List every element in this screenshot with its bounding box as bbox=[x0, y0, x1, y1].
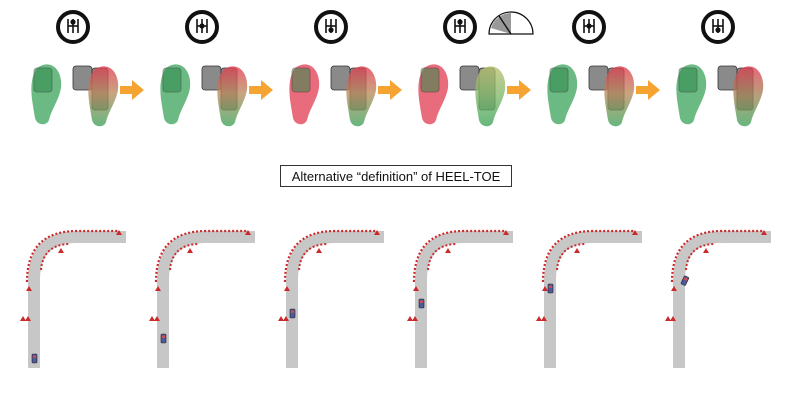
cone-icon bbox=[25, 316, 31, 321]
gear-shifter-icon bbox=[572, 10, 606, 44]
clutch-pedal bbox=[549, 67, 569, 93]
caption-box: Alternative “definition” of HEEL-TOE bbox=[280, 165, 512, 187]
pedal-frame bbox=[289, 10, 402, 127]
clutch-pedal bbox=[291, 67, 311, 93]
curb-inner bbox=[427, 243, 457, 271]
cone-icon bbox=[503, 230, 509, 235]
track-diagram bbox=[407, 229, 513, 368]
cone-icon bbox=[149, 316, 155, 321]
cone-icon bbox=[155, 286, 161, 291]
pedal-frame bbox=[418, 10, 534, 127]
clutch-pedal bbox=[678, 67, 698, 93]
gear-shifter-icon bbox=[701, 10, 735, 44]
cone-icon bbox=[445, 248, 451, 253]
track-road bbox=[28, 231, 126, 368]
track-diagram bbox=[20, 229, 126, 368]
curb-outer bbox=[25, 229, 119, 283]
curb-inner bbox=[169, 243, 199, 271]
track-diagram bbox=[149, 229, 255, 368]
car-icon bbox=[547, 283, 554, 294]
car-icon bbox=[289, 308, 296, 319]
caption-text: Alternative “definition” of HEEL-TOE bbox=[291, 168, 501, 184]
right-foot bbox=[604, 66, 635, 127]
curb-inner bbox=[685, 243, 715, 271]
right-foot bbox=[88, 66, 119, 127]
cone-icon bbox=[284, 286, 290, 291]
right-foot bbox=[733, 66, 764, 127]
track-road bbox=[157, 231, 255, 368]
clutch-pedal bbox=[420, 67, 440, 93]
curb-inner bbox=[556, 243, 586, 271]
track-road bbox=[415, 231, 513, 368]
gear-shifter-icon bbox=[56, 10, 90, 44]
track-diagram bbox=[536, 229, 642, 368]
pedal-frame bbox=[31, 10, 144, 127]
curb-inner bbox=[298, 243, 328, 271]
cone-icon bbox=[665, 316, 671, 321]
pedal-frame bbox=[160, 10, 273, 127]
cone-icon bbox=[413, 286, 419, 291]
track-road bbox=[673, 231, 771, 368]
arrow-right-icon bbox=[507, 80, 531, 100]
right-foot bbox=[217, 66, 248, 127]
arrow-right-icon bbox=[249, 80, 273, 100]
cone-icon bbox=[374, 230, 380, 235]
pedal-frame bbox=[547, 10, 660, 127]
pedal-frame bbox=[676, 10, 764, 127]
clutch-pedal bbox=[33, 67, 53, 93]
car-icon bbox=[418, 298, 425, 309]
curb-outer bbox=[154, 229, 248, 283]
cone-icon bbox=[407, 316, 413, 321]
cone-icon bbox=[20, 316, 26, 321]
curb-inner bbox=[40, 243, 70, 271]
car-icon bbox=[160, 333, 167, 344]
cone-icon bbox=[542, 286, 548, 291]
curb-outer bbox=[412, 229, 506, 283]
cone-icon bbox=[574, 248, 580, 253]
cone-icon bbox=[278, 316, 284, 321]
cone-icon bbox=[187, 248, 193, 253]
cone-icon bbox=[632, 230, 638, 235]
cone-icon bbox=[58, 248, 64, 253]
arrow-right-icon bbox=[378, 80, 402, 100]
gear-shifter-icon bbox=[443, 10, 477, 44]
track-road bbox=[286, 231, 384, 368]
cone-icon bbox=[670, 316, 676, 321]
cone-icon bbox=[761, 230, 767, 235]
cone-icon bbox=[703, 248, 709, 253]
cone-icon bbox=[26, 286, 32, 291]
curb-outer bbox=[283, 229, 377, 283]
cone-icon bbox=[116, 230, 122, 235]
clutch-pedal bbox=[162, 67, 182, 93]
car-icon bbox=[31, 353, 38, 364]
track-diagram bbox=[665, 229, 771, 368]
car-icon bbox=[680, 275, 690, 286]
track-road bbox=[544, 231, 642, 368]
gear-shifter-icon bbox=[314, 10, 348, 44]
right-foot bbox=[475, 66, 506, 127]
arrow-right-icon bbox=[120, 80, 144, 100]
cone-icon bbox=[316, 248, 322, 253]
track-diagram bbox=[278, 229, 384, 368]
cone-icon bbox=[671, 286, 677, 291]
cone-icon bbox=[245, 230, 251, 235]
curb-outer bbox=[670, 229, 764, 283]
tachometer-icon bbox=[488, 11, 534, 35]
cone-icon bbox=[154, 316, 160, 321]
arrow-right-icon bbox=[636, 80, 660, 100]
right-foot bbox=[346, 66, 377, 127]
curb-outer bbox=[541, 229, 635, 283]
gear-shifter-icon bbox=[185, 10, 219, 44]
cone-icon bbox=[541, 316, 547, 321]
cone-icon bbox=[536, 316, 542, 321]
cone-icon bbox=[412, 316, 418, 321]
cone-icon bbox=[283, 316, 289, 321]
